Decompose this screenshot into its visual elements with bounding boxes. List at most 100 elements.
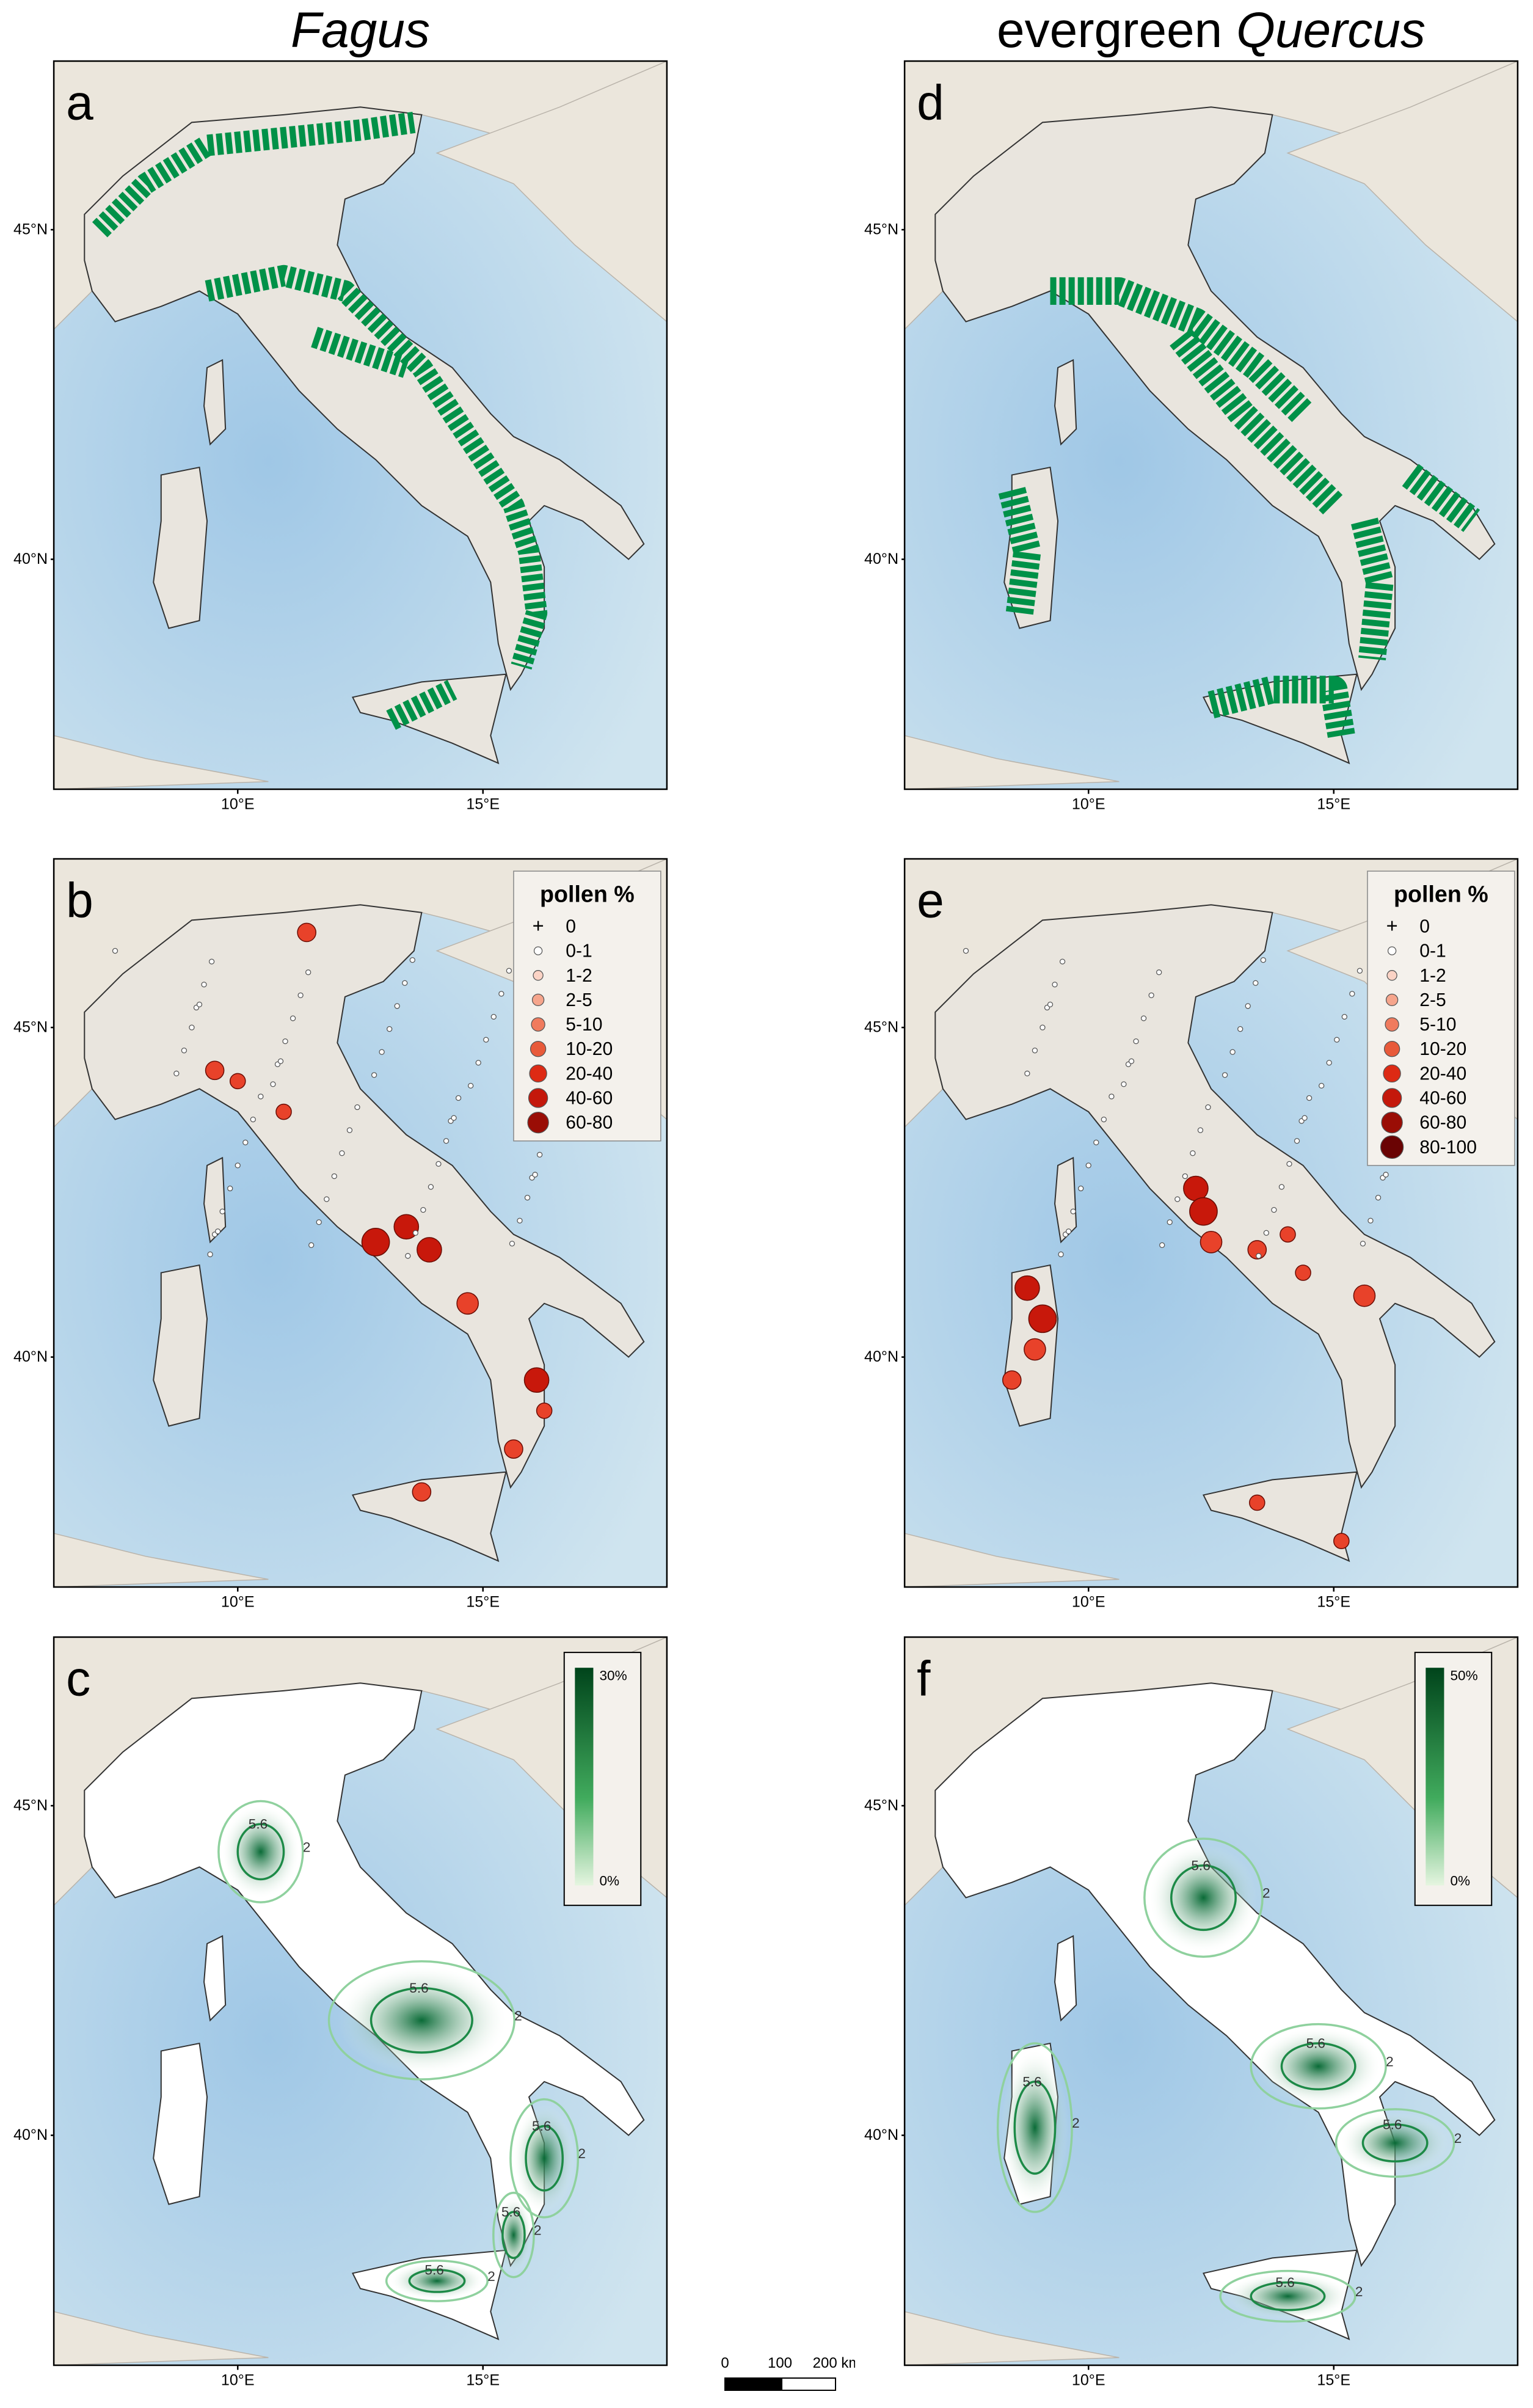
- pollen-site: [214, 1228, 221, 1235]
- pollen-site: [420, 1207, 426, 1213]
- pollen-site: [1014, 1275, 1040, 1301]
- column-title: Fagus: [54, 0, 667, 61]
- pollen-site: [1065, 1228, 1072, 1235]
- legend-label: 0: [1419, 916, 1430, 936]
- italy-land: [153, 466, 208, 629]
- lon-label: 10°E: [221, 1594, 255, 1611]
- italy-land: [1054, 1935, 1077, 2022]
- pollen-site: [1383, 1172, 1389, 1178]
- legend-label: 1-2: [566, 966, 592, 986]
- pollen-site: [331, 1173, 337, 1180]
- pollen-site: [1205, 1104, 1211, 1111]
- occurrence-cells: [205, 265, 548, 670]
- pollen-site: [1167, 1219, 1173, 1225]
- legend-title: pollen %: [1394, 881, 1488, 907]
- contour-line: [1219, 2269, 1356, 2323]
- pollen-site: [1280, 1226, 1296, 1243]
- lat-label: 40°N: [864, 550, 898, 567]
- colorbar-label: 0%: [599, 1873, 619, 1889]
- pollen-site: [1052, 982, 1058, 988]
- legend-label: 2-5: [1419, 990, 1446, 1010]
- pollen-site: [196, 1001, 203, 1008]
- pollen-site: [402, 980, 408, 986]
- pollen-site: [1059, 958, 1066, 965]
- pollen-site: [207, 1251, 213, 1258]
- contour-line: [370, 1987, 473, 2054]
- pollen-site: [417, 1237, 442, 1263]
- pollen-site: [1174, 1196, 1181, 1202]
- pollen-site: [250, 1116, 256, 1123]
- pollen-site: [1333, 1533, 1350, 1550]
- colorbar-label: 0%: [1450, 1873, 1470, 1889]
- pollen-site: [1109, 1093, 1115, 1100]
- legend-label: 80-100: [1419, 1137, 1477, 1158]
- colorbar: [1426, 1668, 1444, 1886]
- abundance-surface: [513, 2104, 575, 2213]
- pollen-site: [275, 1103, 292, 1120]
- abundance-surface: [495, 2196, 533, 2274]
- pollen-site: [1128, 1058, 1135, 1064]
- contour-line: [509, 2098, 580, 2219]
- pollen-site: [339, 1150, 345, 1156]
- italy-land: [1054, 359, 1077, 446]
- contour-line: [1013, 2080, 1057, 2175]
- pollen-site: [963, 947, 969, 954]
- pollen-site: [1002, 1370, 1022, 1390]
- legend-symbol: [533, 946, 543, 955]
- legend-label: 60-80: [566, 1113, 613, 1133]
- contour-line: [1335, 2108, 1455, 2178]
- pollen-site: [1028, 1304, 1057, 1334]
- contour-label: 5.6: [1191, 1858, 1210, 1873]
- pollen-site: [242, 1139, 249, 1145]
- lat-label: 45°N: [864, 1797, 898, 1814]
- legend-symbol: [530, 1041, 547, 1057]
- pollen-site: [1222, 1072, 1228, 1078]
- map-panel: pollen % + 0 0-1 1-2 2-5 5-10 10-20 20-40 40-60 60…: [13, 858, 668, 1611]
- contour-label: 2: [1262, 1886, 1270, 1901]
- pollen-site: [1360, 1241, 1366, 1247]
- contour-label: 5.6: [501, 2205, 520, 2220]
- pollen-site: [277, 1058, 284, 1064]
- pollen-site: [1200, 1231, 1223, 1253]
- lat-label: 40°N: [13, 2126, 48, 2143]
- occurrence-cells: [998, 487, 1041, 615]
- lon-label: 15°E: [1317, 2372, 1350, 2389]
- pollen-site: [1070, 1208, 1076, 1214]
- pollen-site: [1295, 1264, 1311, 1281]
- legend-symbol: [531, 1017, 545, 1032]
- lon-label: 10°E: [1072, 2372, 1105, 2389]
- occurrence-cells: [311, 327, 410, 378]
- pollen-site: [509, 1241, 515, 1247]
- legend-symbol: [529, 1064, 547, 1083]
- pollen-site: [1375, 1194, 1382, 1201]
- pollen-site: [1302, 1115, 1308, 1121]
- legend-label: 60-80: [1419, 1113, 1466, 1133]
- contour-line: [525, 2125, 564, 2192]
- italy-land: [84, 106, 645, 691]
- legend-symbol: +: [533, 914, 544, 936]
- pollen-site: [428, 1184, 434, 1190]
- legend-label: 40-60: [566, 1089, 613, 1109]
- pollen-site: [1024, 1070, 1030, 1076]
- pollen-site: [1286, 1161, 1292, 1167]
- legend-label: 5-10: [566, 1015, 602, 1035]
- occurrence-cells: [1170, 328, 1344, 516]
- italy-land: [934, 1682, 1496, 2268]
- pollen-site: [289, 1015, 296, 1021]
- pollen-site: [455, 1095, 462, 1101]
- occurrence-cells: [1402, 464, 1480, 532]
- pollen-site: [1159, 1242, 1165, 1249]
- pollen-site: [112, 947, 118, 954]
- legend-label: 20-40: [1419, 1064, 1466, 1084]
- pollen-site: [1101, 1116, 1107, 1123]
- pollen-site: [451, 1115, 457, 1121]
- pollen-site: [504, 1439, 523, 1459]
- contour-line: [385, 2260, 489, 2302]
- lat-label: 45°N: [13, 1019, 48, 1036]
- legend-symbol: [1386, 970, 1397, 981]
- pollen-site: [393, 1214, 420, 1240]
- lon-label: 10°E: [1072, 796, 1105, 813]
- contour-line: [1170, 1864, 1237, 1932]
